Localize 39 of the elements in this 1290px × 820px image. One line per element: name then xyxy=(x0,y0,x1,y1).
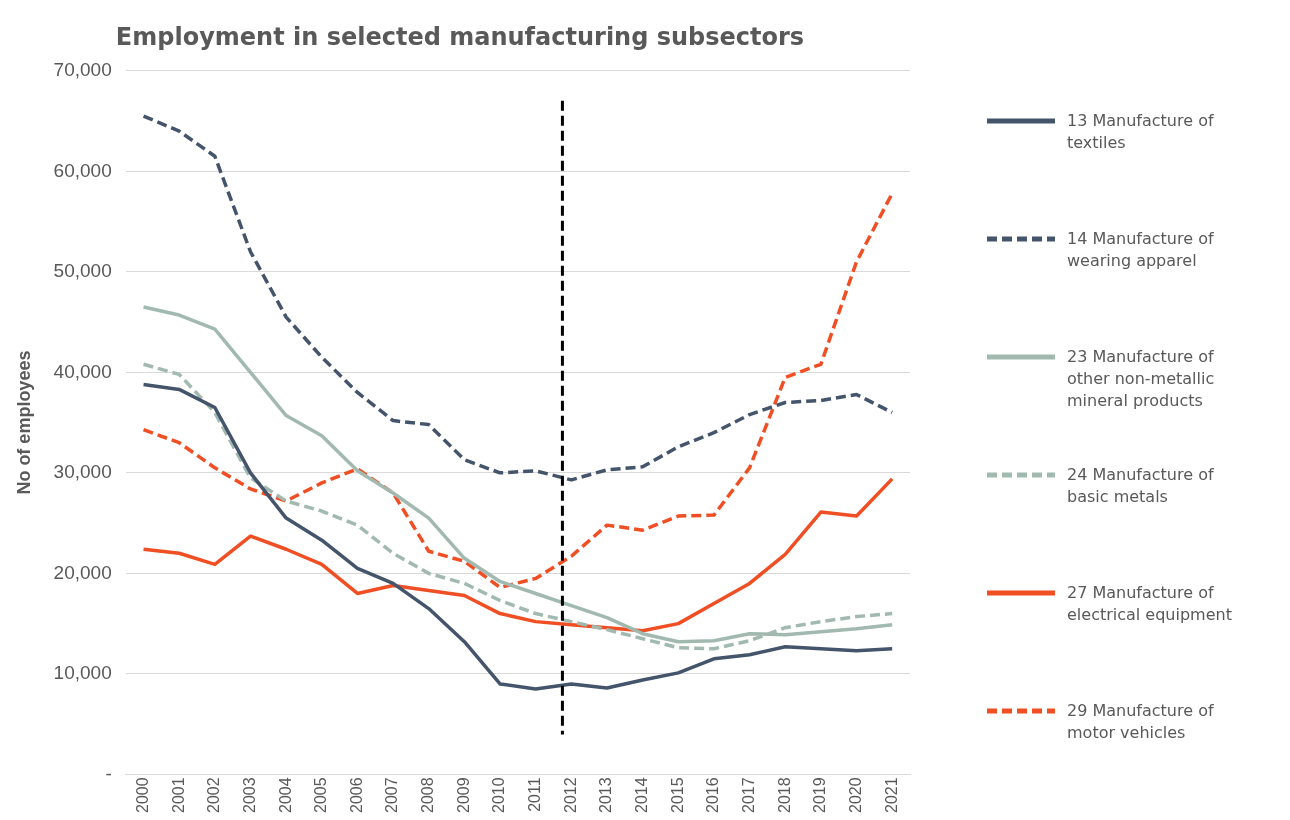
x-tick-label: 2002 xyxy=(205,777,223,813)
x-tick-label: 2004 xyxy=(276,777,294,813)
y-tick-label: 60,000 xyxy=(53,159,112,181)
x-tick-label: 2003 xyxy=(240,777,258,813)
legend-label: 27 Manufacture of electrical equipment xyxy=(1067,582,1233,626)
legend-label: 13 Manufacture of textiles xyxy=(1067,110,1215,154)
x-tick-label: 2018 xyxy=(775,777,793,813)
y-tick-label: 10,000 xyxy=(53,662,112,684)
legend-label: 14 Manufacture of wearing apparel xyxy=(1067,228,1215,272)
x-tick-label: 2021 xyxy=(882,777,900,813)
x-tick-label: 2007 xyxy=(383,777,401,813)
x-tick-label: 2012 xyxy=(561,777,579,813)
x-tick-label: 2009 xyxy=(454,777,472,813)
x-tick-label: 2013 xyxy=(597,777,615,813)
x-tick-label: 2011 xyxy=(526,777,544,812)
x-tick-label: 2016 xyxy=(704,777,722,813)
x-tick-label: 2019 xyxy=(811,777,829,813)
y-tick-label: 50,000 xyxy=(53,260,112,282)
y-tick-label: 30,000 xyxy=(53,461,112,483)
line-series xyxy=(141,114,894,482)
x-tick-label: 2017 xyxy=(739,777,757,813)
y-tick-label: 40,000 xyxy=(53,360,112,382)
x-tick-label: 2001 xyxy=(169,777,187,813)
x-tick-label: 2020 xyxy=(846,777,864,813)
x-tick-label: 2000 xyxy=(133,777,151,813)
chart-title: Employment in selected manufacturing subsectors xyxy=(115,22,805,51)
x-tick-label: 2010 xyxy=(490,777,508,813)
legend-label: 29 Manufacture of motor vehicles xyxy=(1067,700,1215,744)
y-axis-title: No of employees xyxy=(13,350,34,495)
x-tick-label: 2005 xyxy=(312,777,330,813)
x-tick-label: 2015 xyxy=(668,777,686,813)
y-tick-label: - xyxy=(105,762,112,784)
legend-label: 23 Manufacture of other non-metallic mineral products xyxy=(1067,346,1216,412)
x-tick-label: 2008 xyxy=(419,777,437,813)
y-tick-label: 70,000 xyxy=(53,59,112,81)
legend-label: 24 Manufacture of basic metals xyxy=(1067,464,1215,508)
x-tick-label: 2006 xyxy=(347,777,365,813)
x-tick-label: 2014 xyxy=(633,777,651,813)
y-tick-label: 20,000 xyxy=(53,561,112,583)
